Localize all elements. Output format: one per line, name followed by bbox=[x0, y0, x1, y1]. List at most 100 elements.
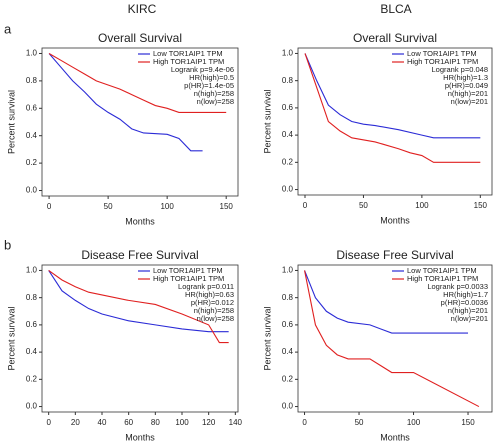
legend-label: Low TOR1AIP1 TPM bbox=[153, 49, 223, 58]
annotation: n(high)=201 bbox=[448, 306, 488, 315]
y-tick-label: 0.0 bbox=[282, 185, 294, 194]
y-tick-label: 0.0 bbox=[282, 402, 294, 411]
annotation: Logrank p=0.0033 bbox=[427, 282, 488, 291]
x-axis-label: Months bbox=[125, 216, 155, 226]
x-tick-label: 0 bbox=[47, 202, 52, 211]
y-tick-label: 1.0 bbox=[26, 266, 38, 275]
y-tick-label: 0.0 bbox=[26, 402, 38, 411]
y-tick-label: 0.6 bbox=[26, 103, 38, 112]
survival-curve bbox=[304, 270, 469, 334]
x-tick-label: 100 bbox=[415, 201, 429, 210]
survival-curve bbox=[48, 270, 229, 333]
x-tick-label: 140 bbox=[229, 418, 243, 427]
x-tick-label: 0 bbox=[303, 201, 308, 210]
x-tick-label: 100 bbox=[407, 418, 421, 427]
column-header: KIRC bbox=[128, 2, 157, 16]
x-tick-label: 120 bbox=[202, 418, 216, 427]
y-tick-label: 0.2 bbox=[282, 157, 294, 166]
legend-label: High TOR1AIP1 TPM bbox=[407, 57, 478, 66]
annotation: p(HR)=0.049 bbox=[445, 81, 488, 90]
y-tick-label: 1.0 bbox=[282, 266, 294, 275]
x-tick-label: 80 bbox=[151, 418, 160, 427]
y-tick-label: 0.4 bbox=[282, 130, 294, 139]
annotation: HR(high)=1.7 bbox=[443, 290, 488, 299]
plot-frame bbox=[41, 47, 239, 197]
y-axis-label: Percent survival bbox=[6, 90, 16, 154]
annotation: n(high)=201 bbox=[448, 89, 488, 98]
y-tick-label: 0.6 bbox=[26, 320, 38, 329]
survival-curve bbox=[48, 53, 203, 152]
x-tick-label: 50 bbox=[355, 418, 364, 427]
x-tick-label: 150 bbox=[474, 201, 488, 210]
annotation: Logrank p=9.4e-06 bbox=[171, 65, 234, 74]
survival-curve bbox=[48, 53, 227, 113]
legend-label: High TOR1AIP1 TPM bbox=[153, 274, 224, 283]
annotation: n(low)=201 bbox=[451, 97, 488, 106]
x-tick-label: 150 bbox=[220, 202, 234, 211]
annotation: Logrank p=0.011 bbox=[178, 282, 234, 291]
chart-title: Disease Free Survival bbox=[336, 248, 453, 262]
plot-frame bbox=[297, 264, 493, 413]
legend-label: Low TOR1AIP1 TPM bbox=[153, 266, 223, 275]
annotation: HR(high)=0.5 bbox=[189, 73, 234, 82]
x-axis-label: Months bbox=[380, 432, 410, 442]
y-axis-label: Percent survival bbox=[262, 89, 272, 153]
x-axis-label: Months bbox=[125, 432, 155, 442]
x-axis-label: Months bbox=[380, 215, 410, 225]
annotation: n(high)=258 bbox=[194, 89, 234, 98]
x-tick-label: 40 bbox=[98, 418, 107, 427]
y-tick-label: 1.0 bbox=[26, 49, 38, 58]
chart-title: Overall Survival bbox=[353, 31, 437, 45]
x-tick-label: 60 bbox=[124, 418, 133, 427]
annotation: n(low)=258 bbox=[197, 314, 234, 323]
legend-label: High TOR1AIP1 TPM bbox=[153, 57, 224, 66]
annotation: p(HR)=0.0036 bbox=[441, 298, 488, 307]
annotation: p(HR)=0.012 bbox=[191, 298, 234, 307]
column-header: BLCA bbox=[380, 2, 411, 16]
annotation: n(low)=201 bbox=[451, 314, 488, 323]
annotation: n(high)=258 bbox=[194, 306, 234, 315]
y-tick-label: 1.0 bbox=[282, 49, 294, 58]
x-tick-label: 100 bbox=[175, 418, 189, 427]
legend-label: Low TOR1AIP1 TPM bbox=[407, 49, 477, 58]
survival-curve bbox=[304, 53, 481, 139]
legend-label: Low TOR1AIP1 TPM bbox=[407, 266, 477, 275]
annotation: HR(high)=1.3 bbox=[443, 73, 488, 82]
y-tick-label: 0.0 bbox=[26, 186, 38, 195]
panel-label: a bbox=[4, 21, 12, 36]
chart-title: Overall Survival bbox=[98, 31, 182, 45]
x-tick-label: 150 bbox=[461, 418, 475, 427]
x-tick-label: 100 bbox=[160, 202, 174, 211]
y-tick-label: 0.8 bbox=[282, 76, 294, 85]
y-tick-label: 0.6 bbox=[282, 320, 294, 329]
y-axis-label: Percent survival bbox=[6, 306, 16, 370]
annotation: HR(high)=0.63 bbox=[185, 290, 234, 299]
plot-frame bbox=[41, 264, 239, 413]
y-tick-label: 0.8 bbox=[26, 293, 38, 302]
y-tick-label: 0.4 bbox=[26, 131, 38, 140]
plot-frame bbox=[297, 47, 493, 196]
x-tick-label: 20 bbox=[71, 418, 80, 427]
annotation: Logrank p=0.048 bbox=[431, 65, 488, 74]
panel-label: b bbox=[4, 237, 11, 252]
x-tick-label: 0 bbox=[302, 418, 307, 427]
y-tick-label: 0.6 bbox=[282, 103, 294, 112]
y-tick-label: 0.2 bbox=[26, 374, 38, 383]
y-tick-label: 0.8 bbox=[282, 293, 294, 302]
survival-curve bbox=[303, 270, 480, 408]
y-tick-label: 0.4 bbox=[282, 347, 294, 356]
legend-label: High TOR1AIP1 TPM bbox=[407, 274, 478, 283]
survival-curve bbox=[48, 269, 229, 344]
x-tick-label: 50 bbox=[104, 202, 113, 211]
survival-curve bbox=[304, 53, 481, 163]
x-tick-label: 50 bbox=[359, 201, 368, 210]
annotation: n(low)=258 bbox=[197, 97, 234, 106]
annotation: p(HR)=1.4e-05 bbox=[184, 81, 234, 90]
y-axis-label: Percent survival bbox=[262, 306, 272, 370]
y-tick-label: 0.4 bbox=[26, 347, 38, 356]
chart-title: Disease Free Survival bbox=[81, 248, 198, 262]
y-tick-label: 0.2 bbox=[26, 158, 38, 167]
y-tick-label: 0.2 bbox=[282, 374, 294, 383]
